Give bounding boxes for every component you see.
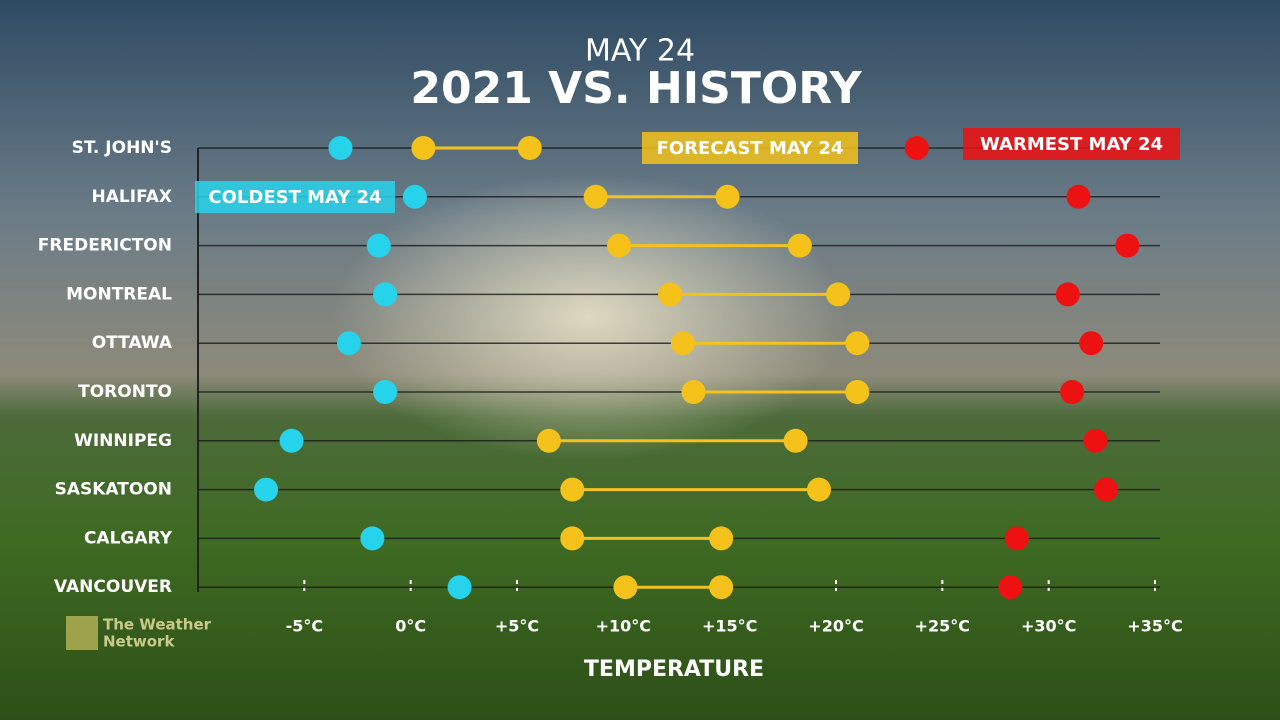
forecast-low-dot — [560, 526, 585, 551]
forecast-low-dot — [670, 331, 695, 356]
x-tick-label: +20°C — [808, 617, 863, 636]
forecast-high-dot — [826, 282, 851, 307]
forecast-low-dot — [411, 136, 436, 160]
dot — [373, 282, 398, 307]
legend-label: FORECAST MAY 24 — [657, 138, 844, 159]
dot — [336, 331, 361, 356]
forecast-low-dot — [607, 233, 632, 258]
forecast-high-dot — [709, 575, 734, 600]
forecast-low-dot — [560, 477, 585, 502]
forecast-high-dot — [845, 331, 870, 356]
forecast-low-dot — [613, 575, 638, 600]
subtitle: MAY 24 — [585, 34, 695, 69]
forecast-high-dot — [806, 477, 831, 502]
row-label: VANCOUVER — [54, 577, 172, 597]
dot — [373, 380, 398, 404]
brand-text: The Weather — [103, 616, 212, 634]
chart-title: 2021 VS. HISTORY — [410, 63, 862, 114]
legend-box — [195, 181, 395, 213]
dot — [1083, 428, 1108, 453]
x-tick-label: +30°C — [1021, 617, 1076, 636]
row-label: HALIFAX — [92, 187, 172, 207]
dot — [360, 526, 385, 551]
brand-logo — [66, 616, 98, 650]
dot — [1079, 331, 1104, 356]
dot — [1004, 526, 1029, 551]
dot — [254, 477, 279, 502]
dot — [279, 428, 304, 453]
dot — [1094, 477, 1119, 502]
forecast-low-dot — [658, 282, 683, 307]
x-tick-label: 0°C — [395, 617, 426, 636]
x-tick-label: +5°C — [495, 617, 539, 636]
forecast-high-dot — [783, 428, 808, 453]
legend-label: COLDEST MAY 24 — [208, 187, 381, 208]
dot — [447, 575, 472, 600]
x-tick-label: +25°C — [915, 617, 970, 636]
x-tick-label: -5°C — [286, 617, 324, 636]
dot — [1060, 380, 1085, 404]
legend-label: WARMEST MAY 24 — [980, 134, 1163, 155]
row-label: FREDERICTON — [38, 236, 172, 256]
dot — [998, 575, 1023, 600]
dot — [328, 136, 353, 160]
row-label: ST. JOHN'S — [72, 138, 172, 158]
row-label: MONTREAL — [66, 284, 172, 304]
dot — [366, 233, 391, 258]
forecast-high-dot — [517, 136, 542, 160]
x-tick-label: +10°C — [596, 617, 651, 636]
row-label: WINNIPEG — [74, 431, 172, 451]
forecast-high-dot — [709, 526, 734, 551]
dot — [402, 184, 427, 209]
legend-box — [642, 132, 858, 164]
x-tick-label: +15°C — [702, 617, 757, 636]
forecast-low-dot — [536, 428, 561, 453]
dot — [1115, 233, 1140, 258]
dot — [1066, 184, 1091, 209]
forecast-high-dot — [787, 233, 812, 258]
dot — [904, 136, 929, 160]
x-tick-label: +35°C — [1127, 617, 1182, 636]
forecast-high-dot — [715, 184, 740, 209]
forecast-low-dot — [583, 184, 608, 209]
x-axis-label: TEMPERATURE — [584, 657, 764, 682]
row-label: TORONTO — [78, 382, 172, 402]
legend-box — [963, 128, 1180, 160]
brand-text: Network — [103, 633, 175, 651]
row-label: CALGARY — [84, 528, 173, 548]
forecast-low-dot — [681, 380, 706, 404]
row-label: SASKATOON — [55, 480, 172, 500]
forecast-high-dot — [845, 380, 870, 404]
row-label: OTTAWA — [92, 333, 173, 353]
dot — [1055, 282, 1080, 307]
